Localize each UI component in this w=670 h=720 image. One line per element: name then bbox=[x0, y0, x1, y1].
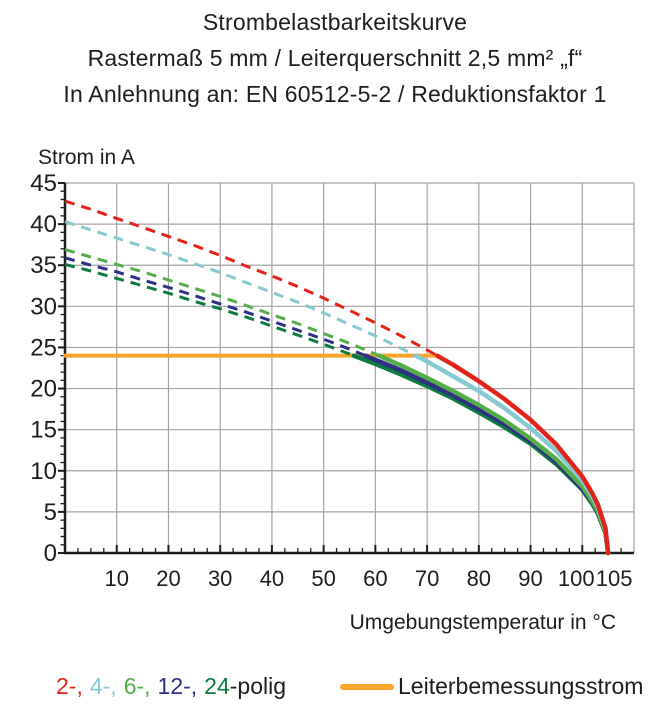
legend-pole-suffix: -polig bbox=[229, 673, 287, 699]
y-tick-label: 0 bbox=[44, 540, 57, 567]
legend-pole-group: 2-, 4-, 6-, 12-, 24 bbox=[56, 673, 230, 699]
axis-ticks bbox=[58, 182, 622, 554]
x-tick-label: 50 bbox=[311, 566, 335, 591]
legend: 2-, 4-, 6-, 12-, 24-polig Leiterbemessungsst… bbox=[0, 660, 670, 710]
chart-title-line-3: In Anlehnung an: EN 60512-5-2 / Reduktio… bbox=[63, 81, 607, 107]
legend-pole-item: 4-, bbox=[89, 673, 117, 699]
chart-title-line-1: Strombelastbarkeitskurve bbox=[202, 9, 468, 35]
rated-current-swatch bbox=[340, 684, 394, 690]
y-tick-label: 5 bbox=[44, 499, 57, 526]
y-tick-label: 40 bbox=[30, 211, 57, 238]
x-tick-label: 105 bbox=[596, 566, 633, 591]
series-4-polig bbox=[64, 220, 611, 556]
x-tick-label: 90 bbox=[518, 566, 542, 591]
y-tick-label: 10 bbox=[30, 458, 57, 485]
y-tick-label: 25 bbox=[30, 334, 57, 361]
x-tick-label: 70 bbox=[415, 566, 439, 591]
chart-title-line-2: Rastermaß 5 mm / Leiterquerschnitt 2,5 m… bbox=[87, 45, 583, 71]
x-tick-label: 100 bbox=[558, 566, 595, 591]
y-tick-label: 15 bbox=[30, 417, 57, 444]
legend-pole-item: 2-, bbox=[56, 673, 83, 699]
legend-pole-item: 12-, bbox=[157, 673, 198, 699]
y-axis-label: Strom in A bbox=[38, 146, 135, 169]
series-6-polig bbox=[64, 248, 611, 556]
legend-pole-item: 6-, bbox=[123, 673, 151, 699]
x-tick-label: 30 bbox=[208, 566, 232, 591]
x-axis-label: Umgebungstemperatur in °C bbox=[350, 611, 616, 634]
grid-lines bbox=[65, 182, 635, 553]
axes bbox=[63, 183, 634, 555]
x-tick-label: 20 bbox=[156, 566, 180, 591]
series-24-polig bbox=[64, 262, 611, 556]
rated-current-label: Leiterbemessungsstrom bbox=[398, 673, 644, 699]
x-tick-label: 40 bbox=[260, 566, 284, 591]
derating-chart: 0 5 10 15 20 25 30 35 40 45 10 20 30 40 50 60 70 80 90 100 1… bbox=[30, 146, 635, 634]
y-tick-label: 20 bbox=[30, 376, 57, 403]
legend-poles: 2-, 4-, 6-, 12-, 24-polig bbox=[56, 673, 286, 700]
series-12-polig bbox=[64, 256, 611, 556]
x-tick-label: 10 bbox=[104, 566, 128, 591]
x-tick-label: 80 bbox=[467, 566, 491, 591]
x-tick-label: 60 bbox=[363, 566, 387, 591]
legend-pole-item: 24 bbox=[204, 673, 230, 699]
y-tick-label: 45 bbox=[30, 170, 57, 197]
chart-titles: Strombelastbarkeitskurve Rastermaß 5 mm … bbox=[0, 4, 670, 112]
chart-generated-content: 0 5 10 15 20 25 30 35 40 45 10 20 30 40 50 60 70 80 90 100 1… bbox=[30, 170, 635, 591]
series-2-polig bbox=[64, 199, 611, 556]
y-tick-label: 35 bbox=[30, 252, 57, 279]
tick-labels: 0 5 10 15 20 25 30 35 40 45 10 20 30 40 50 60 70 80 90 100 1… bbox=[30, 170, 632, 591]
y-tick-label: 30 bbox=[30, 293, 57, 320]
